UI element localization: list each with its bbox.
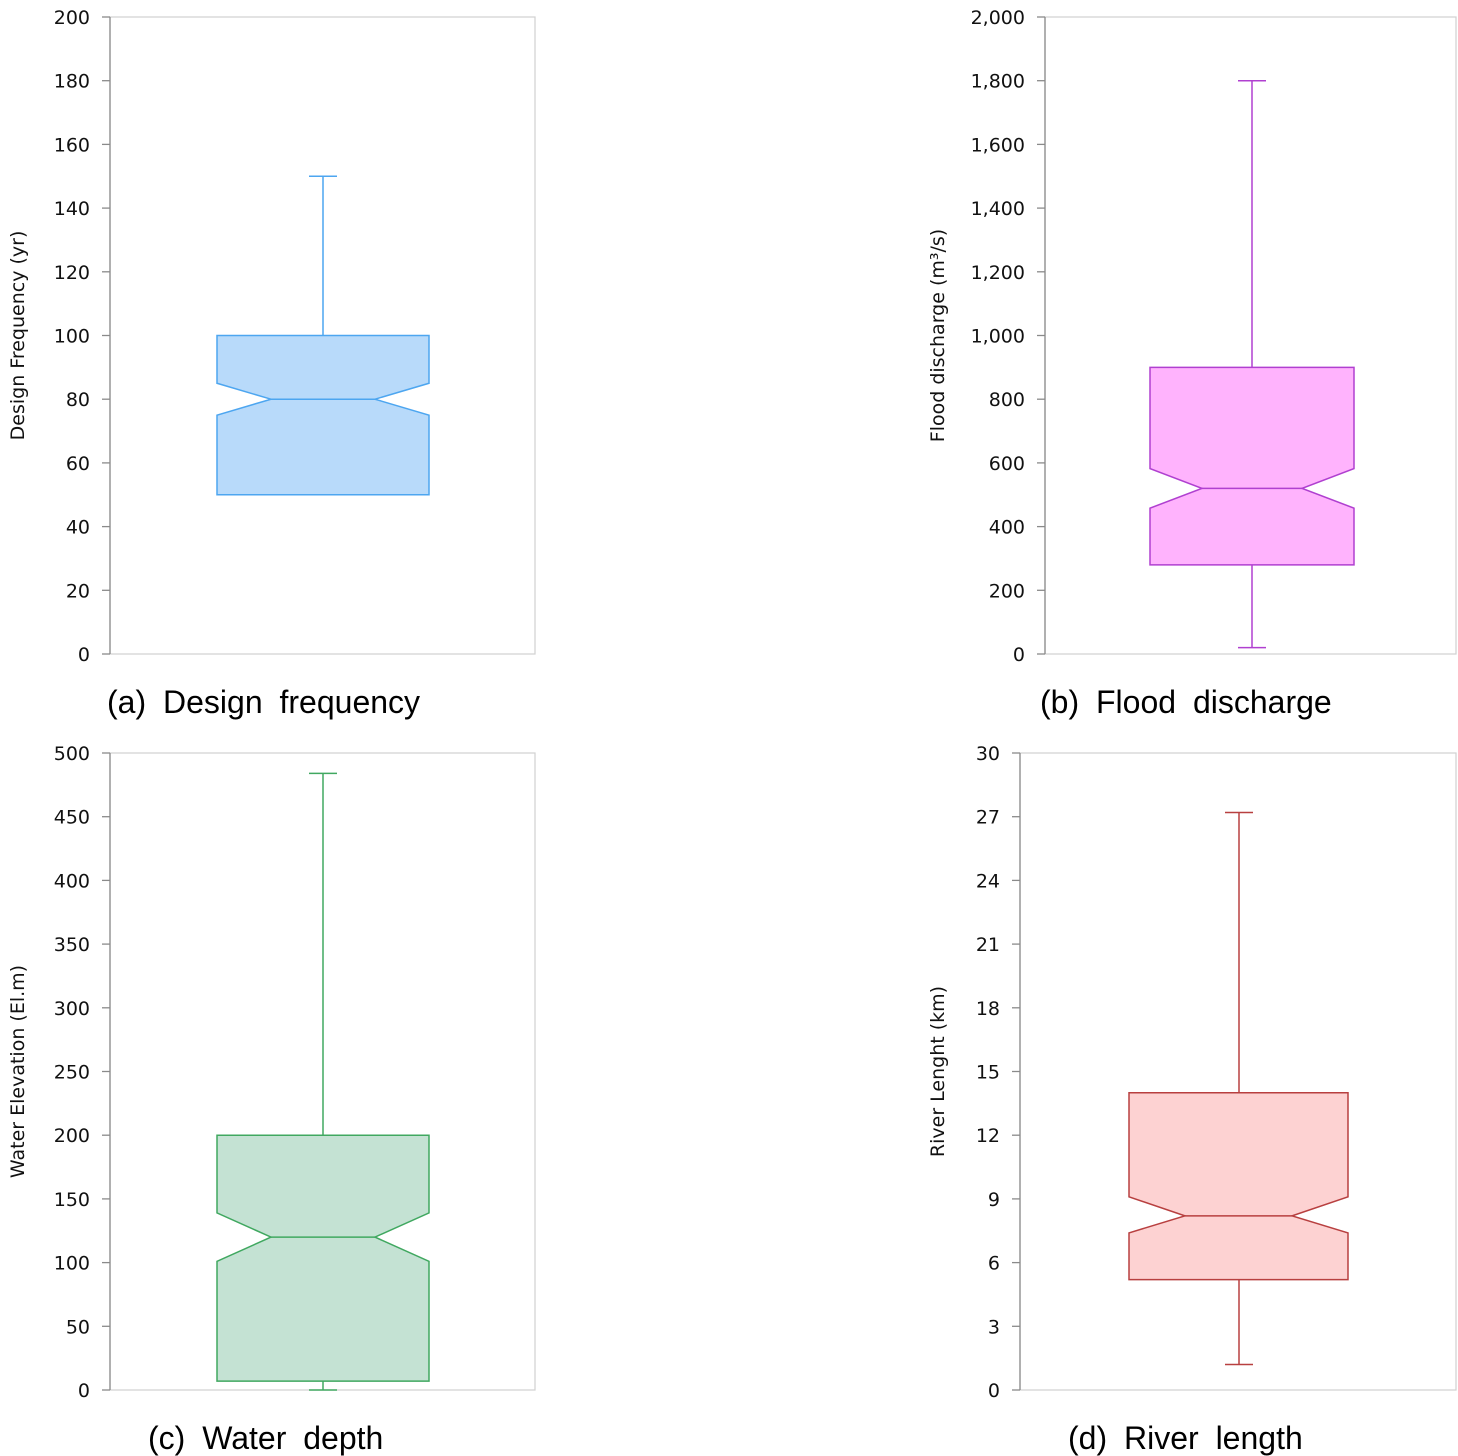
- y-tick-label: 600: [989, 453, 1025, 475]
- y-tick-label: 250: [54, 1062, 90, 1084]
- panel-water-depth: 0 50 100 150 200 250 300 350 400 450 500 Water Elev…: [7, 743, 536, 1456]
- y-tick-label: 80: [66, 389, 90, 411]
- y-axis-title: Water Elevation (El.m): [7, 965, 29, 1178]
- y-tick-label: 200: [989, 580, 1025, 602]
- y-tick-label: 0: [78, 1380, 90, 1402]
- y-tick-label: 9: [988, 1189, 1000, 1211]
- plot-frame: [1019, 752, 1457, 1391]
- y-tick-label: 3: [988, 1316, 1000, 1338]
- y-tick-label: 60: [66, 453, 90, 475]
- y-axis-title: River Lenght (km): [927, 986, 949, 1157]
- y-tick-label: 1,000: [971, 326, 1025, 348]
- y-tick-label: 800: [989, 389, 1025, 411]
- panel-flood-discharge: 0 200 400 600 800 1,000 1,200 1,400 1,600 1,800 2,…: [927, 7, 1457, 720]
- y-tick-label: 350: [54, 934, 90, 956]
- y-tick-label: 120: [54, 262, 90, 284]
- y-tick-label: 2,000: [971, 7, 1025, 29]
- notched-box: [1149, 366, 1355, 566]
- y-tick-label: 0: [78, 644, 90, 666]
- notched-box: [216, 334, 430, 496]
- y-tick-label: 400: [989, 517, 1025, 539]
- y-tick-label: 20: [66, 580, 90, 602]
- y-tick-label: 180: [54, 71, 90, 93]
- y-tick-label: 12: [976, 1125, 1000, 1147]
- notched-box: [1128, 1091, 1349, 1281]
- y-tick-label: 24: [976, 870, 1000, 892]
- y-tick-label: 15: [976, 1062, 1000, 1084]
- y-tick-label: 18: [976, 998, 1000, 1020]
- y-tick-label: 100: [54, 1253, 90, 1275]
- y-axis-title: Flood discharge (m³/s): [927, 229, 949, 442]
- y-tick-label: 200: [54, 7, 90, 29]
- y-tick-label: 1,600: [971, 134, 1025, 156]
- panel-caption: (a) Design frequency: [107, 684, 420, 720]
- panel-river-length: 0 3 6 9 12 15 18 21 24 27 30 River Lenght (km) (d) R…: [927, 743, 1457, 1456]
- y-tick-label: 160: [54, 134, 90, 156]
- panel-caption: (d) River length: [1068, 1420, 1303, 1456]
- y-tick-label: 1,200: [971, 262, 1025, 284]
- y-tick-label: 400: [54, 870, 90, 892]
- y-tick-label: 0: [988, 1380, 1000, 1402]
- y-tick-label: 500: [54, 743, 90, 765]
- y-tick-label: 30: [976, 743, 1000, 765]
- y-tick-label: 0: [1013, 644, 1025, 666]
- y-tick-label: 140: [54, 198, 90, 220]
- notched-box: [216, 1134, 430, 1382]
- y-tick-label: 200: [54, 1125, 90, 1147]
- panel-caption: (c) Water depth: [148, 1420, 383, 1456]
- y-tick-label: 300: [54, 998, 90, 1020]
- panel-design-frequency: 0 20 40 60 80 100 120 140 160 180 200 Design Freque…: [7, 7, 536, 720]
- y-tick-label: 50: [66, 1316, 90, 1338]
- y-axis-title: Design Frequency (yr): [7, 231, 29, 441]
- y-tick-label: 21: [976, 934, 1000, 956]
- y-tick-label: 1,400: [971, 198, 1025, 220]
- panel-caption: (b) Flood discharge: [1040, 684, 1332, 720]
- y-tick-label: 40: [66, 517, 90, 539]
- y-tick-label: 100: [54, 326, 90, 348]
- y-tick-label: 1,800: [971, 71, 1025, 93]
- y-tick-label: 27: [976, 807, 1000, 829]
- y-tick-label: 450: [54, 807, 90, 829]
- y-tick-label: 150: [54, 1189, 90, 1211]
- y-tick-label: 6: [988, 1253, 1000, 1275]
